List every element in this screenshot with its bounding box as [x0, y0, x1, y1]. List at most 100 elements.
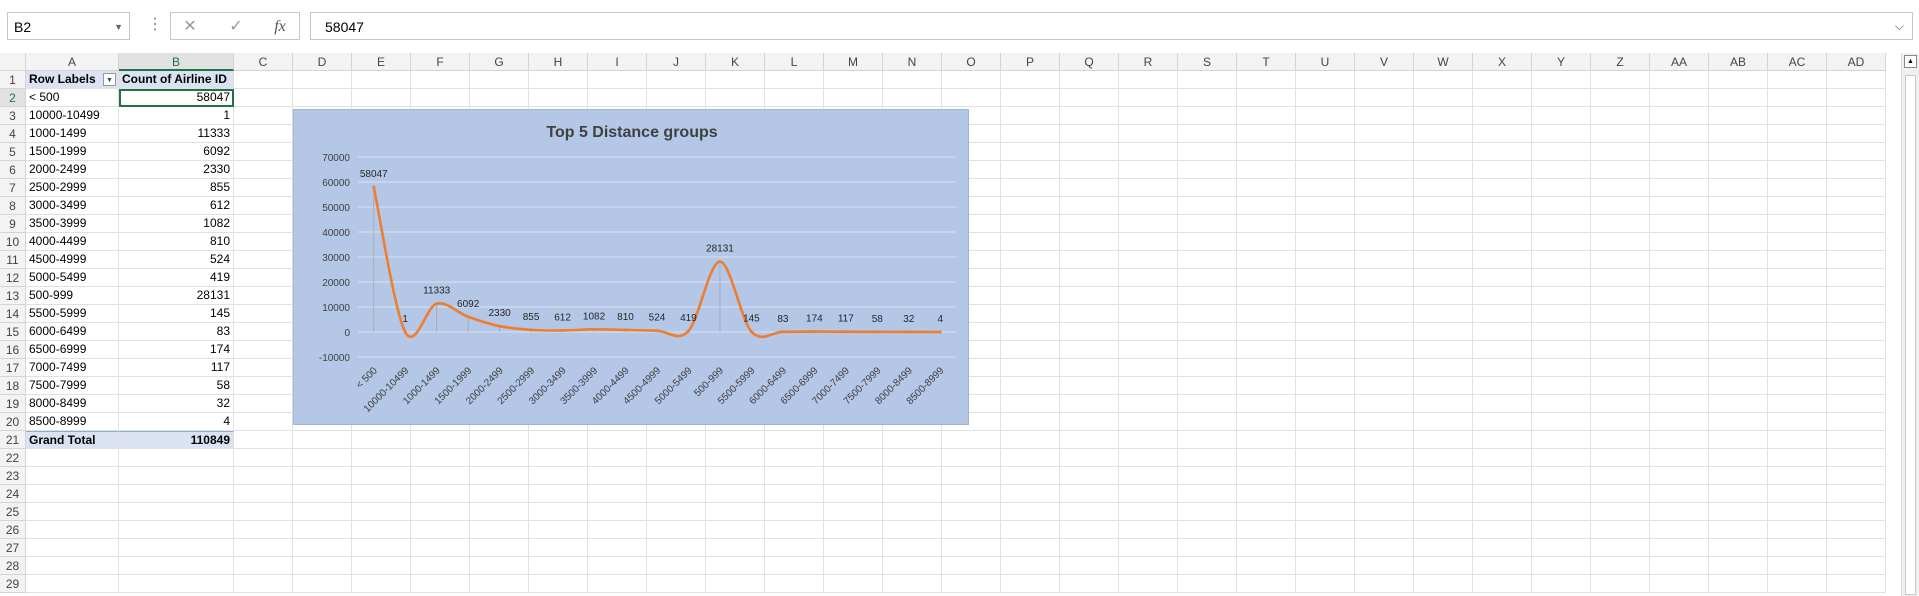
cell[interactable]	[1768, 575, 1827, 593]
cell[interactable]	[1001, 287, 1060, 305]
cell[interactable]	[942, 485, 1001, 503]
cell[interactable]	[1768, 539, 1827, 557]
cell[interactable]	[1650, 179, 1709, 197]
cell[interactable]	[411, 485, 470, 503]
cell[interactable]	[1414, 359, 1473, 377]
column-header[interactable]: A	[26, 53, 119, 71]
name-box[interactable]: B2 ▼	[7, 12, 130, 40]
column-header[interactable]: U	[1296, 53, 1355, 71]
cell[interactable]	[1296, 197, 1355, 215]
cell[interactable]	[1473, 521, 1532, 539]
cell[interactable]	[1355, 107, 1414, 125]
cell[interactable]	[1355, 413, 1414, 431]
cell[interactable]	[883, 449, 942, 467]
cell[interactable]	[1237, 269, 1296, 287]
cell[interactable]	[352, 539, 411, 557]
cell[interactable]	[883, 431, 942, 449]
cell[interactable]	[1473, 233, 1532, 251]
cell[interactable]	[1296, 215, 1355, 233]
cell[interactable]	[1827, 161, 1886, 179]
cell[interactable]	[352, 575, 411, 593]
chart[interactable]: Top 5 Distance groups -10000 0 10000 20000 30…	[293, 109, 969, 425]
cell[interactable]	[1001, 71, 1060, 89]
cell[interactable]	[1060, 377, 1119, 395]
cell[interactable]	[1827, 287, 1886, 305]
cell[interactable]	[1650, 395, 1709, 413]
cell[interactable]	[1119, 323, 1178, 341]
cell[interactable]	[1709, 125, 1768, 143]
cell[interactable]	[1296, 359, 1355, 377]
cell[interactable]	[1414, 449, 1473, 467]
column-header[interactable]: B	[119, 53, 234, 71]
cell[interactable]	[942, 179, 1001, 197]
cell[interactable]	[1355, 161, 1414, 179]
column-header[interactable]: AC	[1768, 53, 1827, 71]
cell[interactable]	[1414, 539, 1473, 557]
row-header[interactable]: 21	[0, 431, 26, 449]
cell[interactable]	[1178, 467, 1237, 485]
cell[interactable]	[942, 557, 1001, 575]
cell[interactable]	[1355, 287, 1414, 305]
cell[interactable]	[119, 485, 234, 503]
cell[interactable]	[1768, 143, 1827, 161]
cell[interactable]	[824, 71, 883, 89]
pivot-value-header[interactable]: Count of Airline ID	[119, 71, 234, 89]
cell[interactable]	[588, 449, 647, 467]
cell[interactable]	[1355, 395, 1414, 413]
row-header[interactable]: 11	[0, 251, 26, 269]
cell[interactable]	[1709, 359, 1768, 377]
cell[interactable]	[1768, 251, 1827, 269]
pivot-row-label[interactable]: 500-999	[26, 287, 119, 305]
cell[interactable]	[1355, 575, 1414, 593]
cell[interactable]	[1650, 521, 1709, 539]
pivot-row-label[interactable]: 2000-2499	[26, 161, 119, 179]
cell[interactable]	[234, 575, 293, 593]
cell[interactable]	[1414, 557, 1473, 575]
pivot-row-label[interactable]: 1000-1499	[26, 125, 119, 143]
cell[interactable]	[1709, 575, 1768, 593]
cell[interactable]	[824, 485, 883, 503]
cell[interactable]	[1237, 359, 1296, 377]
pivot-row-value[interactable]: 11333	[119, 125, 234, 143]
row-header[interactable]: 9	[0, 215, 26, 233]
column-header[interactable]: R	[1119, 53, 1178, 71]
cell[interactable]	[1237, 89, 1296, 107]
cell[interactable]	[1296, 575, 1355, 593]
cell[interactable]	[26, 503, 119, 521]
row-header[interactable]: 18	[0, 377, 26, 395]
cell[interactable]	[883, 467, 942, 485]
cell[interactable]	[411, 539, 470, 557]
row-header[interactable]: 26	[0, 521, 26, 539]
cell[interactable]	[1532, 215, 1591, 233]
cell[interactable]	[1060, 305, 1119, 323]
cell[interactable]	[1473, 503, 1532, 521]
column-header[interactable]: I	[588, 53, 647, 71]
cell[interactable]	[1827, 125, 1886, 143]
cell[interactable]	[1709, 431, 1768, 449]
cell[interactable]	[1827, 413, 1886, 431]
cell[interactable]	[706, 449, 765, 467]
cell[interactable]	[1532, 395, 1591, 413]
cell[interactable]	[1060, 287, 1119, 305]
cell[interactable]	[1591, 269, 1650, 287]
cell[interactable]	[1237, 503, 1296, 521]
cell[interactable]	[1473, 377, 1532, 395]
cell[interactable]	[588, 557, 647, 575]
cell[interactable]	[942, 413, 1001, 431]
cell[interactable]	[1296, 179, 1355, 197]
cell[interactable]	[1119, 503, 1178, 521]
cell[interactable]	[1178, 233, 1237, 251]
column-header[interactable]: D	[293, 53, 352, 71]
pivot-row-label[interactable]: 5000-5499	[26, 269, 119, 287]
cell[interactable]	[1650, 161, 1709, 179]
cell[interactable]	[1060, 539, 1119, 557]
select-all-corner[interactable]	[0, 53, 26, 71]
filter-dropdown-icon[interactable]: ▼	[103, 73, 116, 86]
cell[interactable]	[706, 503, 765, 521]
cell[interactable]	[1060, 179, 1119, 197]
cell[interactable]	[234, 161, 293, 179]
cell[interactable]	[1296, 449, 1355, 467]
row-header[interactable]: 7	[0, 179, 26, 197]
cell[interactable]	[529, 71, 588, 89]
cell[interactable]	[1296, 251, 1355, 269]
